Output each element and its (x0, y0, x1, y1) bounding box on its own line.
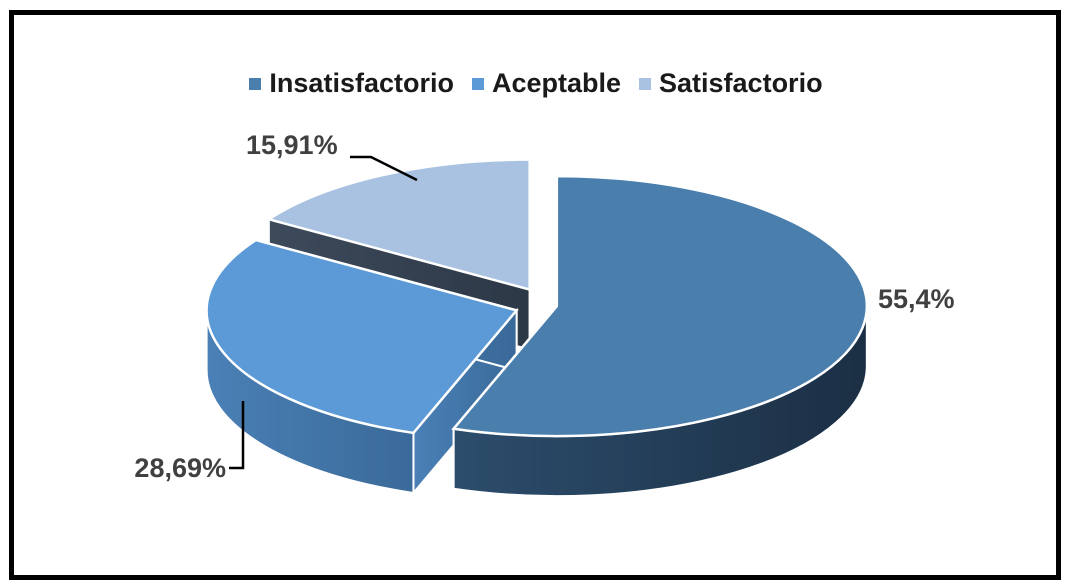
legend-label-aceptable: Aceptable (491, 68, 622, 98)
pie-layer (205, 158, 869, 498)
legend-item-satisfactorio: Satisfactorio (639, 68, 823, 99)
label-layer: 55,4% 15,91% 28,69% (134, 130, 954, 483)
legend-item-aceptable: Aceptable (471, 68, 622, 99)
chart-legend: Insatisfactorio Aceptable Satisfactorio (0, 68, 1072, 99)
pie-slice-satisfactorio-top (265, 158, 531, 292)
leader-line-satisfactorio (350, 155, 418, 182)
legend-swatch-insatisfactorio (249, 77, 262, 90)
pie-chart: 55,4% 15,91% 28,69% (134, 130, 955, 498)
pie-slice-insatisfactorio-top (451, 174, 869, 438)
data-label-insatisfactorio: 55,4% (878, 284, 955, 314)
data-label-aceptable: 28,69% (134, 453, 226, 483)
legend-swatch-aceptable (471, 77, 484, 90)
pie-slice-aceptable-top (205, 238, 519, 435)
legend-label-insatisfactorio: Insatisfactorio (269, 68, 454, 98)
legend-label-satisfactorio: Satisfactorio (659, 68, 823, 98)
pie-slice-insatisfactorio (451, 174, 869, 498)
data-label-satisfactorio: 15,91% (246, 130, 338, 160)
leader-line-aceptable (229, 401, 245, 470)
legend-swatch-satisfactorio (639, 77, 652, 90)
pie-slice-aceptable (205, 238, 519, 496)
legend-item-insatisfactorio: Insatisfactorio (249, 68, 454, 99)
